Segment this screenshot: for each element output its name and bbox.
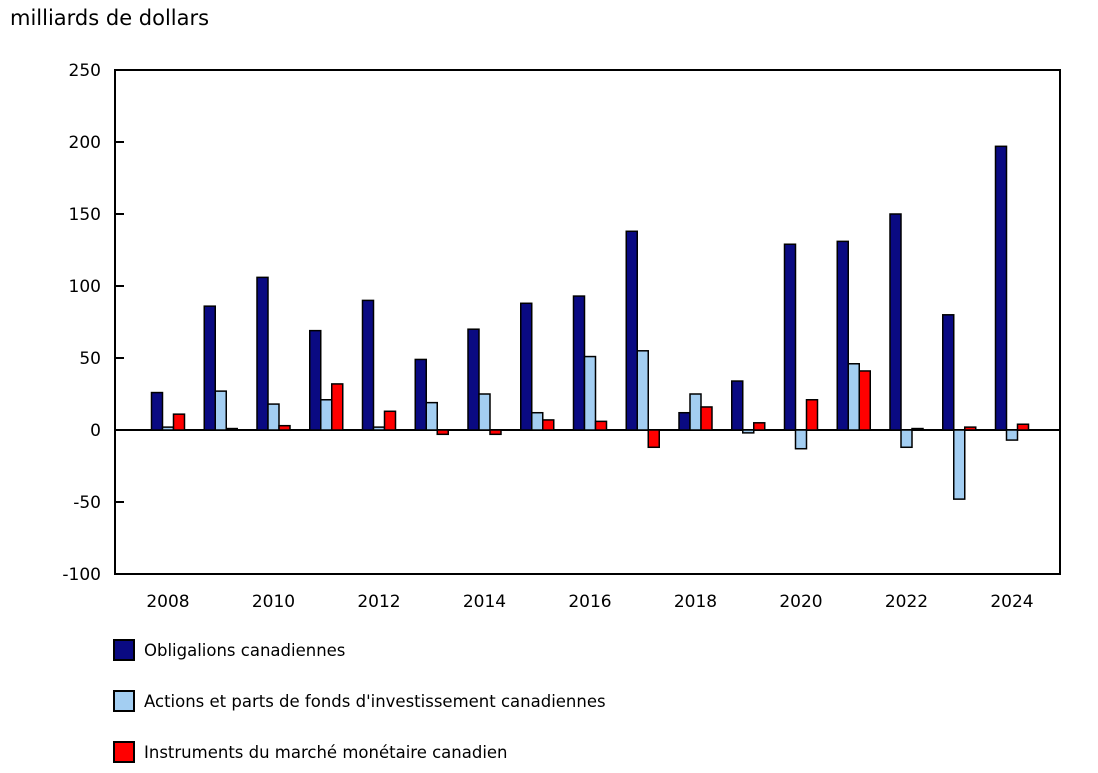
bar-series2-2012 (383, 410, 397, 431)
bar-chart-canvas: 250 200 150 100 50 0 -50 -100 2008 2010 2012 2014 20… (62, 61, 1061, 612)
bar-series1-2015 (531, 411, 544, 431)
bar-series2-2017 (647, 429, 660, 449)
y-axis-label: 100 (69, 277, 101, 297)
bar-series0-2011 (309, 329, 322, 431)
y-axis-label: -100 (62, 565, 101, 585)
bar-series0-2020 (783, 243, 797, 431)
bar-series2-2015 (542, 419, 555, 431)
bar-series1-2009 (214, 390, 227, 431)
bar-series1-2008 (161, 426, 175, 431)
bar-series1-2016 (583, 355, 597, 431)
bar-series1-2013 (425, 401, 438, 431)
x-axis-label: 2016 (568, 592, 611, 612)
bar-series1-2014 (478, 393, 491, 431)
bar-series2-2021 (858, 370, 871, 431)
x-axis-label: 2022 (885, 592, 928, 612)
y-axis-label: 0 (90, 421, 101, 441)
bar-series2-2008 (172, 413, 186, 431)
legend-item-actions: Actions et parts de fonds d'investisseme… (113, 690, 606, 712)
y-axis-label: 200 (69, 133, 101, 153)
bar-series0-2014 (467, 328, 480, 431)
bar-series0-2012 (361, 299, 375, 431)
bar-series1-2012 (372, 426, 386, 431)
bar-series2-2019 (753, 422, 766, 431)
bar-series0-2008 (150, 391, 164, 431)
bar-series0-2019 (731, 380, 744, 431)
legend-item-instruments: Instruments du marché monétaire canadien (113, 741, 508, 763)
bar-series1-2018 (689, 393, 702, 431)
y-axis-label: 250 (69, 61, 101, 81)
bar-series1-2010 (267, 403, 280, 431)
bar-series1-2019 (742, 429, 755, 434)
bar-series0-2023 (942, 314, 955, 431)
bar-series0-2021 (836, 240, 849, 431)
bar-series0-2010 (256, 276, 269, 431)
bar-series2-2009 (225, 427, 238, 431)
x-axis-label: 2014 (463, 592, 506, 612)
bar-series0-2022 (889, 213, 902, 431)
legend-swatch-actions (113, 690, 135, 712)
chart-title: milliards de dollars (10, 6, 210, 30)
bar-series0-2016 (572, 295, 586, 431)
x-axis-label: 2008 (146, 592, 189, 612)
bar-series1-2023 (953, 429, 966, 500)
legend-label-actions: Actions et parts de fonds d'investisseme… (144, 691, 606, 711)
bar-series2-2013 (436, 429, 449, 436)
x-axis-label: 2012 (357, 592, 400, 612)
bar-series2-2020 (805, 399, 819, 431)
bar-series2-2018 (700, 406, 713, 431)
legend-swatch-instruments (113, 741, 135, 763)
bar-series0-2018 (678, 411, 691, 431)
legend-item-obligations: Obligalions canadiennes (113, 639, 345, 661)
bar-series1-2011 (320, 399, 333, 431)
bar-series2-2011 (331, 383, 344, 431)
bar-series2-2022 (911, 427, 924, 431)
x-axis-label: 2020 (779, 592, 822, 612)
bar-series0-2015 (520, 302, 533, 431)
bar-series2-2014 (489, 429, 502, 436)
bar-series1-2024 (1005, 429, 1019, 441)
bar-series1-2021 (847, 363, 860, 431)
y-axis-label: -50 (73, 493, 101, 513)
bar-series1-2017 (636, 350, 649, 431)
x-axis-label: 2018 (674, 592, 717, 612)
x-axis-label: 2024 (990, 592, 1033, 612)
legend-label-obligations: Obligalions canadiennes (144, 640, 346, 660)
bar-series2-2016 (594, 420, 608, 431)
bar-series0-2009 (203, 305, 216, 431)
plot-frame (114, 69, 1061, 575)
legend-swatch-obligations (113, 639, 135, 661)
bar-series0-2017 (625, 230, 638, 431)
bar-series2-2023 (964, 426, 977, 431)
legend-label-instruments: Instruments du marché monétaire canadien (144, 742, 508, 762)
bar-series2-2010 (278, 424, 291, 431)
bar-series2-2024 (1016, 423, 1030, 431)
bar-series1-2020 (794, 429, 808, 450)
y-axis-label: 150 (69, 205, 101, 225)
bar-series1-2022 (900, 429, 913, 449)
bar-series0-2013 (414, 358, 427, 431)
y-axis-label: 50 (79, 349, 101, 369)
bar-series0-2024 (994, 145, 1008, 431)
x-axis-label: 2010 (252, 592, 295, 612)
